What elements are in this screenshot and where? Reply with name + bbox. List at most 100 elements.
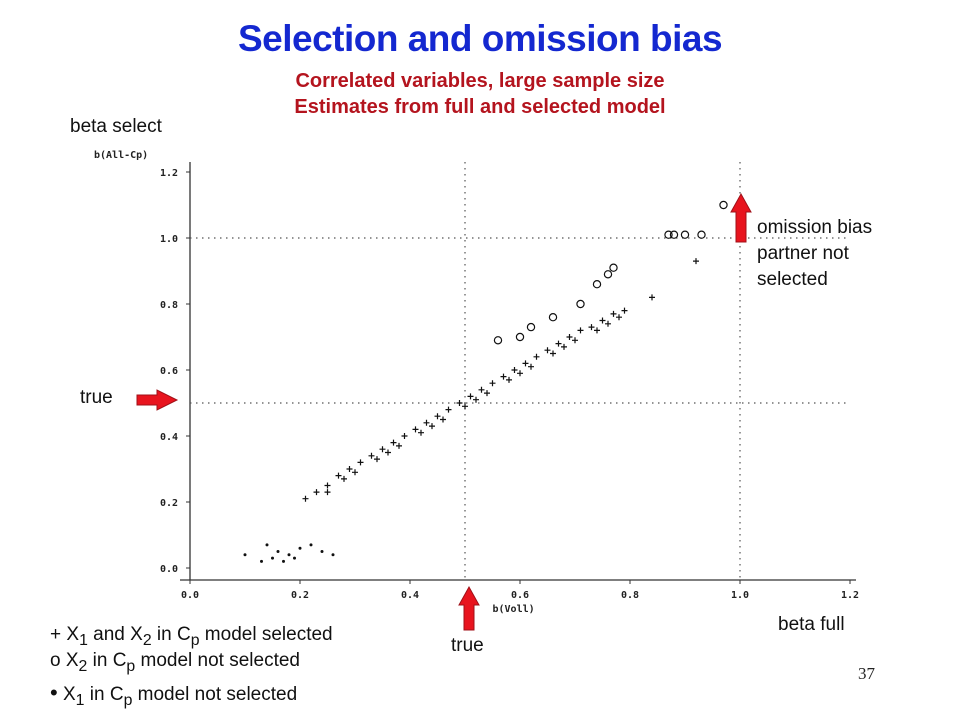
plus-point (478, 386, 485, 393)
omission-line-3: selected (757, 269, 828, 290)
plus-point (489, 380, 496, 387)
circle-point (576, 299, 585, 309)
plus-point (473, 396, 479, 403)
plus-point (401, 433, 408, 439)
plus-point (445, 406, 452, 413)
circle-point (515, 332, 525, 342)
plus-point (533, 353, 540, 360)
plus-point (500, 373, 507, 380)
plus-point (374, 456, 380, 463)
plus-point (341, 475, 347, 482)
plus-point (605, 320, 611, 327)
legend-dot: • X1 in Cp model not selected (50, 680, 297, 710)
slide-title: Selection and omission bias (237, 18, 723, 59)
dot-point (320, 550, 324, 553)
plus-point (506, 376, 512, 383)
legend-text: X (60, 650, 79, 671)
legend-text: X (62, 684, 76, 705)
plus-point (302, 495, 309, 502)
legend-text: model not selected (132, 684, 298, 705)
plus-point (396, 442, 402, 449)
plus-point (418, 429, 424, 436)
circle-marker: o (50, 650, 61, 671)
circle-point (548, 313, 558, 322)
x-tick-label: 0.2 (291, 590, 309, 601)
x-tick-label: 0.0 (181, 590, 199, 601)
slide-subtitle-2: Estimates from full and selected model (294, 96, 666, 118)
plus-point (528, 363, 534, 370)
circle-point (697, 230, 706, 239)
x-tick-label: 1.2 (841, 590, 859, 601)
dot-point (298, 546, 302, 550)
plus-point (412, 426, 419, 433)
circle-point (493, 336, 503, 345)
plus-point (456, 400, 463, 406)
plus-point (484, 390, 490, 397)
omission-arrow (730, 192, 752, 243)
x-axis-annotation: beta full (778, 614, 845, 635)
true-label-bottom: true (451, 635, 484, 656)
omission-line-2: partner not (757, 243, 849, 264)
plus-point (577, 327, 584, 334)
legend-text: in C (84, 684, 124, 705)
plus-point (429, 423, 435, 430)
circle-point (592, 280, 602, 289)
y-tick-label: 1.0 (160, 234, 178, 245)
plus-point (616, 314, 622, 321)
y-tick-label: 0.2 (160, 498, 178, 509)
plus-marker: + (50, 624, 62, 645)
plus-point (621, 307, 628, 314)
plus-point (599, 317, 606, 324)
plus-point (467, 393, 474, 400)
plus-point (357, 459, 364, 466)
circle-point (680, 230, 690, 239)
plus-point (440, 416, 446, 423)
dot-point (243, 553, 247, 557)
x-tick-label: 0.4 (401, 590, 419, 601)
plus-point (555, 340, 562, 347)
plus-point (379, 446, 386, 453)
x-tick-label: 0.8 (621, 590, 639, 601)
legend-sub: p (126, 657, 136, 675)
legend-sub: 1 (79, 631, 88, 649)
dot-point (271, 556, 274, 560)
slide-subtitle-1: Correlated variables, large sample size (295, 70, 665, 92)
y-tick-label: 0.8 (160, 300, 178, 311)
circle-point (603, 270, 613, 279)
circle-point (719, 200, 728, 210)
dot-point (282, 559, 285, 563)
plus-point (346, 466, 353, 472)
plus-point (561, 343, 567, 350)
legend-sub: p (190, 631, 200, 649)
plus-point (522, 360, 529, 367)
true-arrow-left (136, 389, 179, 411)
dot-point (276, 550, 280, 553)
circle-point (609, 263, 618, 272)
y-axis-annotation: beta select (70, 116, 162, 137)
plus-point (368, 452, 375, 459)
legend-text: in C (151, 624, 191, 645)
plus-point (610, 310, 617, 317)
y-tick-label: 1.2 (160, 168, 178, 179)
legend-sub: p (123, 691, 133, 709)
y-tick-label: 0.0 (160, 564, 178, 575)
x-axis-label: b(Voll) (493, 604, 535, 615)
legend-text: X (66, 624, 80, 645)
legend-plus: + X1 and X2 in Cp model selected (50, 624, 333, 650)
circle-point (669, 230, 679, 239)
plus-point (352, 469, 358, 476)
plus-point (423, 419, 430, 426)
plus-point (594, 327, 600, 334)
legend-text: model selected (199, 624, 333, 645)
y-tick-label: 0.6 (160, 366, 178, 377)
dot-point (265, 543, 269, 547)
circle-point (526, 322, 536, 332)
dot-point (293, 556, 296, 560)
plus-point (693, 258, 699, 265)
plus-point (511, 367, 518, 373)
plus-point (324, 489, 331, 496)
legend-sub: 2 (78, 657, 88, 675)
legend-sub: 2 (142, 631, 152, 649)
page-number: 37 (858, 664, 875, 683)
plus-point (550, 350, 556, 357)
